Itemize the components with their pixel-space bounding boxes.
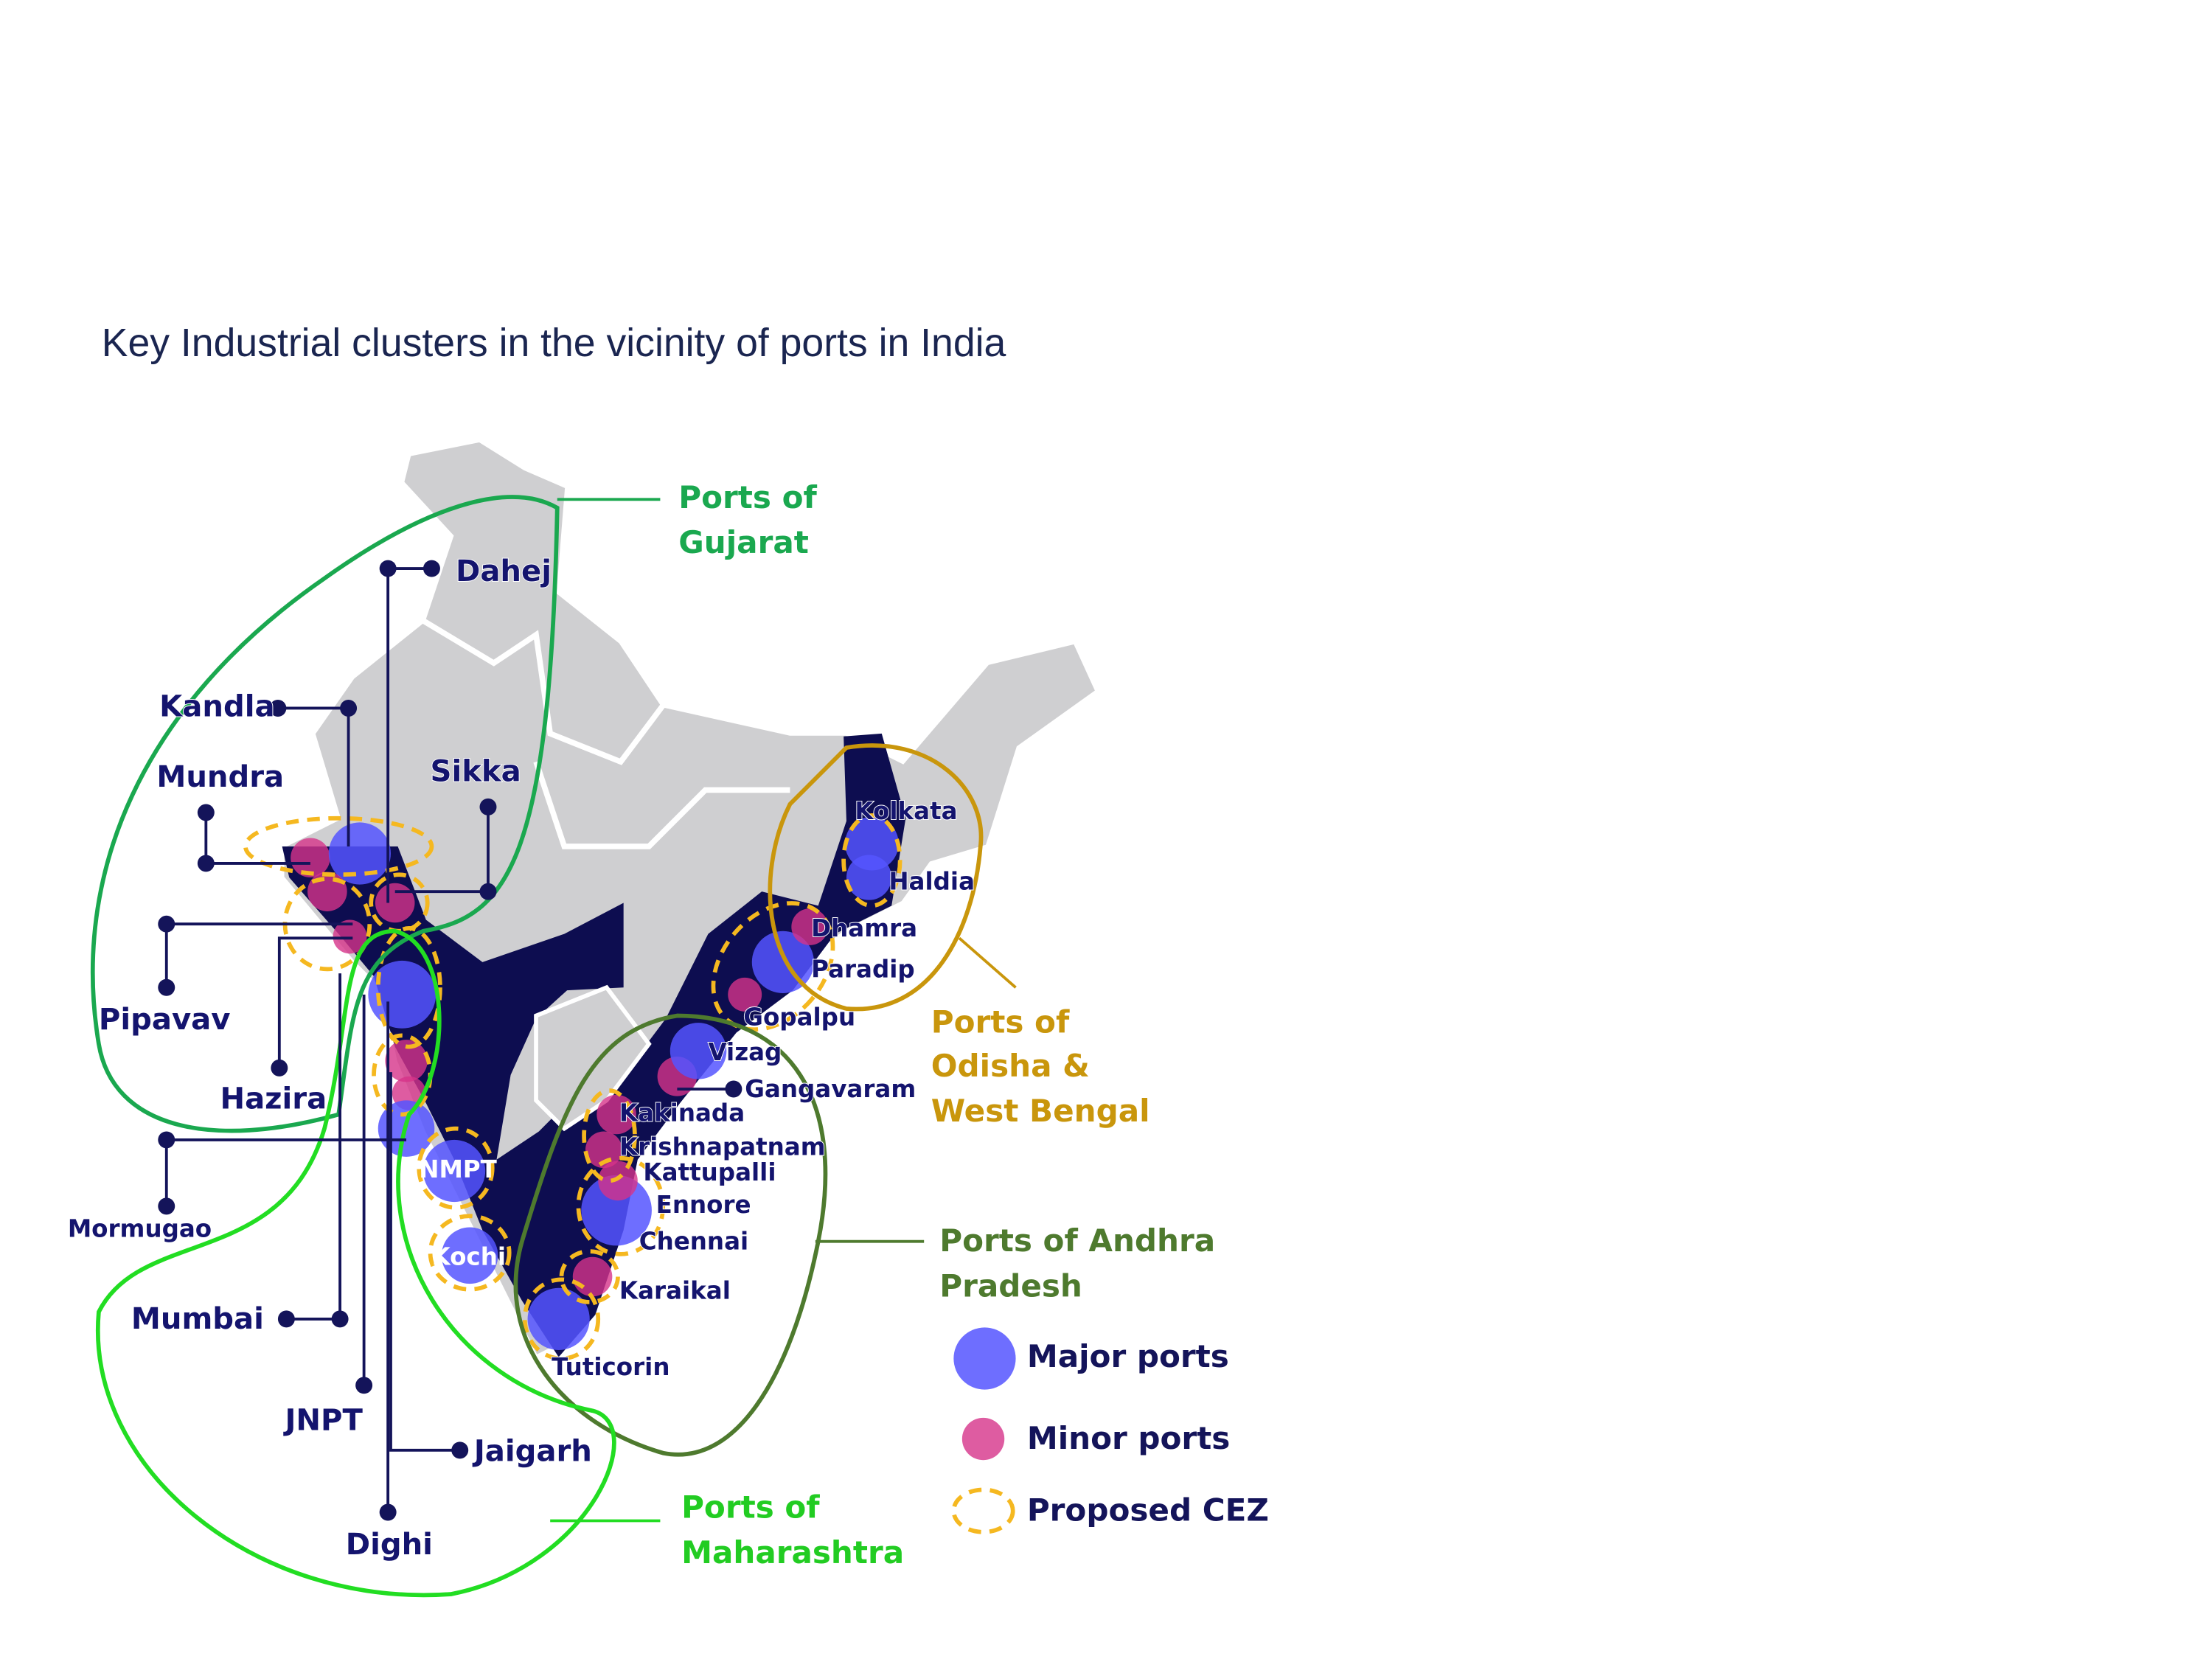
port-label: NMPT — [419, 1155, 497, 1183]
port-label: Vizag — [708, 1038, 782, 1066]
port-label: Tuticorin — [552, 1353, 669, 1381]
port-label: Karaikal — [619, 1277, 731, 1305]
title: Key Industrial clusters in the vicinity … — [102, 321, 1006, 365]
port-label: Kolkata — [855, 797, 957, 825]
port-label: Dighi — [346, 1528, 433, 1562]
region-label: Pradesh — [939, 1267, 1082, 1304]
port-label: Kakinada — [619, 1099, 745, 1127]
region-label: Ports of — [678, 479, 817, 515]
legend-label: Major ports — [1027, 1338, 1229, 1374]
region-label: Odisha & — [931, 1048, 1090, 1084]
port-label: Ennore — [656, 1191, 751, 1219]
legend-swatch — [961, 1417, 1005, 1461]
port-label: Haldia — [888, 868, 975, 896]
port-labels: Dahej Kandla Mundra Sikka Pipavav Hazira… — [67, 554, 975, 1562]
port-label: Krishnapatnam — [619, 1133, 826, 1161]
port-label: Dahej — [456, 554, 552, 588]
port-label: Kattupalli — [643, 1158, 776, 1186]
port-label: Sikka — [431, 754, 521, 788]
connectors — [158, 560, 742, 1521]
port-label: Mundra — [156, 760, 284, 794]
legend: Major ports Minor ports Proposed CEZ — [951, 1327, 1269, 1534]
region-label: Ports of — [681, 1489, 820, 1526]
region-outlines — [90, 495, 1017, 1598]
legend-label: Proposed CEZ — [1027, 1492, 1269, 1528]
region-label: Ports of Andhra — [939, 1222, 1215, 1259]
port-label: Dhamra — [811, 914, 917, 942]
port-label: Mormugao — [68, 1214, 212, 1242]
legend-label: Minor ports — [1027, 1420, 1231, 1456]
port-label: Jaigarh — [472, 1435, 592, 1469]
legend-swatch — [951, 1487, 1015, 1534]
port-label: Paradip — [811, 955, 915, 983]
legend-swatch — [953, 1327, 1016, 1390]
region-label: West Bengal — [931, 1093, 1150, 1129]
port-label: Mumbai — [131, 1302, 264, 1336]
port-label: Hazira — [220, 1082, 327, 1116]
region-labels: Ports of Gujarat Ports of Odisha & West … — [678, 479, 1215, 1571]
region-label: Maharashtra — [681, 1534, 904, 1571]
port-label: Gangavaram — [745, 1075, 916, 1103]
region-label: Ports of — [931, 1004, 1070, 1040]
region-label: Gujarat — [678, 524, 809, 560]
port-label: JNPT — [282, 1404, 363, 1438]
port-label: Kandla — [159, 689, 274, 723]
port-label: Gopalpu — [743, 1003, 855, 1031]
port-label: Chennai — [639, 1228, 748, 1256]
port-label: Kochi — [431, 1243, 506, 1271]
port-label: Pipavav — [99, 1003, 231, 1037]
